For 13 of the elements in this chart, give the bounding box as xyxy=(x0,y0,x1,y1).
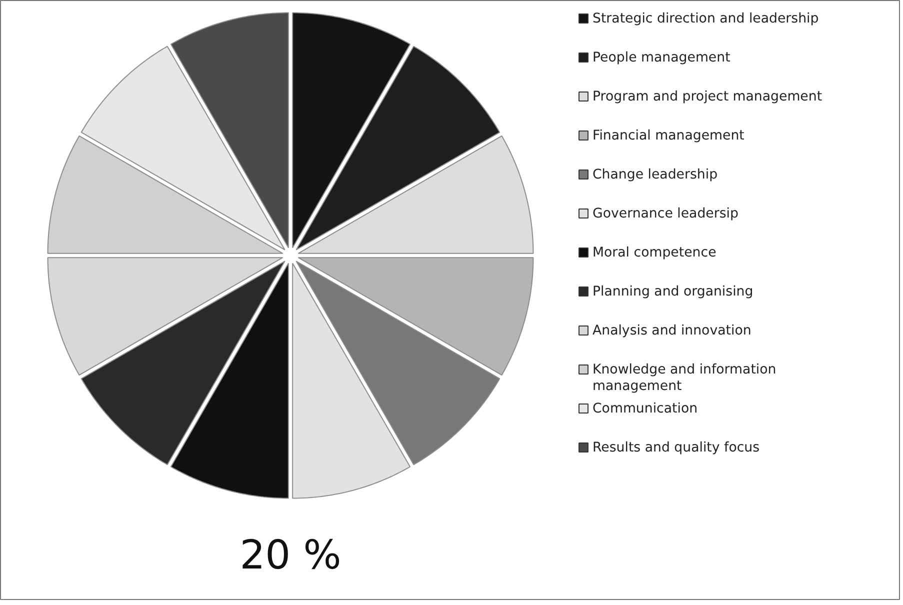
legend-label: Analysis and innovation xyxy=(592,324,752,338)
legend-label: People management xyxy=(592,50,730,66)
legend-label: Program and project management xyxy=(592,90,822,104)
legend-label: Results and quality focus xyxy=(592,440,760,456)
legend-label: Strategic direction and leadership xyxy=(592,12,819,26)
legend-label: Change leadership xyxy=(592,168,718,182)
legend-label: Communication xyxy=(592,402,698,416)
legend-label: Moral competence xyxy=(592,246,716,260)
legend-label: Governance leadersip xyxy=(592,206,738,222)
legend-label: Financial management xyxy=(592,128,744,144)
text: 20 % xyxy=(240,532,342,578)
legend-label: Knowledge and information management xyxy=(592,362,776,394)
legend-label: Planning and organising xyxy=(592,284,754,300)
